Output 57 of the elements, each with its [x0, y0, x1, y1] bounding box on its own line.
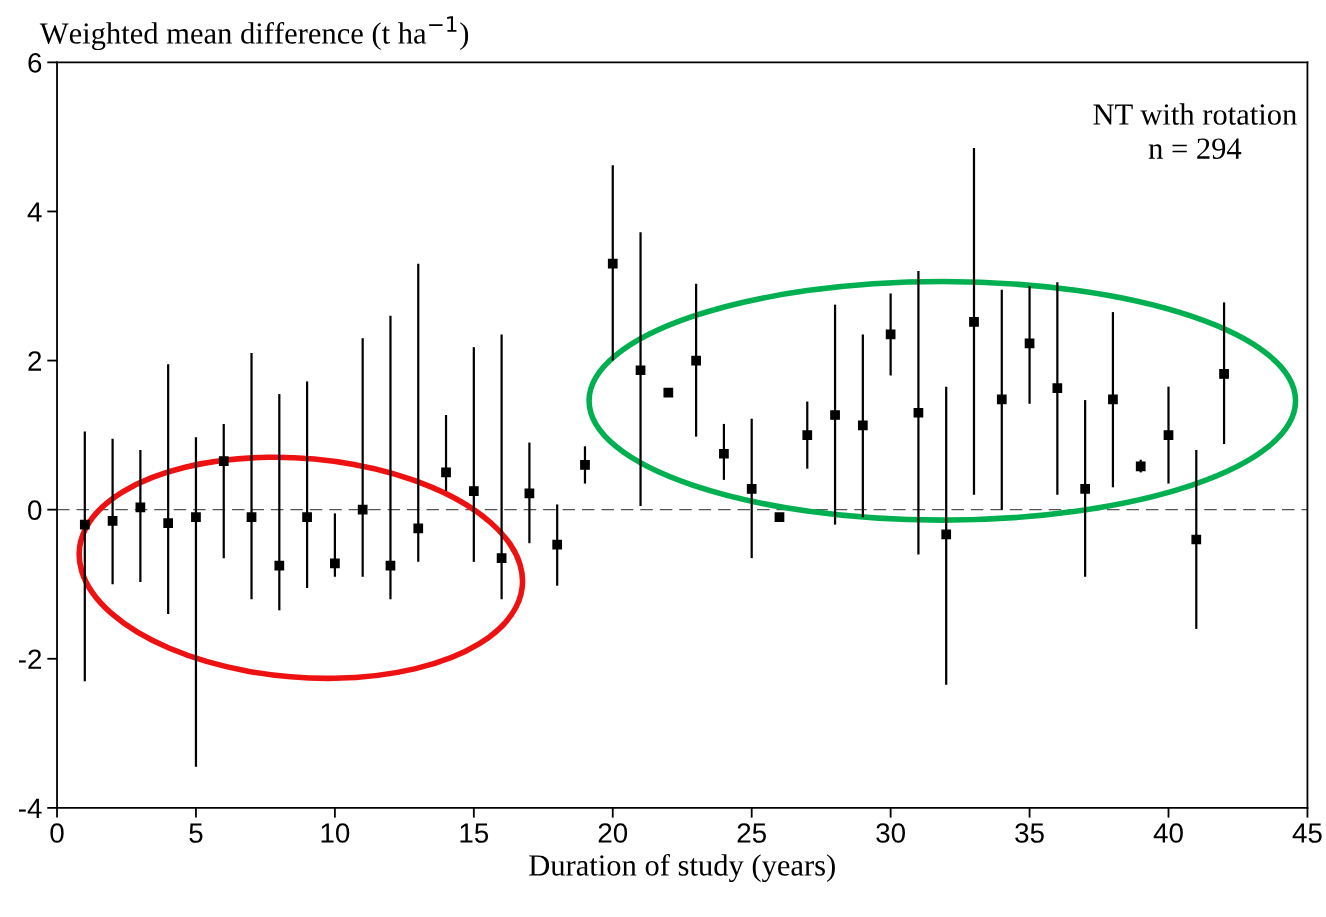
point	[746, 483, 757, 494]
x-axis-title: Duration of study (years)	[529, 853, 835, 883]
point	[191, 512, 201, 522]
point	[496, 553, 507, 563]
point	[719, 448, 729, 459]
point	[802, 430, 813, 440]
y-tick-label: 6	[28, 53, 42, 73]
x-tick-label: 25	[737, 823, 766, 843]
point	[524, 488, 535, 499]
point	[996, 394, 1007, 405]
point	[1135, 461, 1146, 472]
x-tick-label: 45	[1292, 823, 1322, 843]
point	[246, 512, 257, 522]
point	[330, 558, 340, 569]
y-tick-label: 4	[27, 202, 42, 222]
x-tick-label: 20	[598, 823, 628, 843]
x-tick-label: 0	[50, 823, 64, 843]
point	[79, 519, 90, 530]
point	[218, 456, 229, 467]
point	[441, 467, 451, 478]
point	[580, 460, 590, 470]
y-axis-title: Weighted mean difference (t ha$^{−1}$)	[39, 16, 469, 51]
point	[302, 512, 312, 522]
point	[663, 387, 674, 398]
point	[1108, 394, 1118, 405]
point	[691, 355, 701, 366]
point	[163, 518, 174, 528]
point	[774, 512, 785, 522]
point	[1219, 369, 1229, 379]
point	[1052, 383, 1063, 394]
point	[1080, 483, 1091, 494]
point	[413, 523, 424, 534]
point	[468, 486, 479, 496]
point	[607, 258, 618, 269]
y-tick-label: 0	[28, 500, 42, 521]
x-tick-label: 5	[189, 823, 203, 843]
x-tick-label: 15	[460, 823, 489, 843]
point	[107, 515, 118, 526]
x-tick-label: 10	[321, 823, 350, 843]
y-tick-label: -4	[18, 798, 42, 818]
x-tick-label: 30	[876, 823, 905, 843]
y-tick-label: -2	[18, 649, 42, 669]
x-tick-label: 40	[1153, 823, 1183, 843]
point	[913, 407, 924, 418]
point	[830, 410, 840, 420]
point	[357, 504, 368, 515]
y-tick-label: 2	[28, 351, 42, 371]
point	[1163, 430, 1174, 440]
point	[969, 316, 979, 327]
point	[635, 365, 646, 376]
point	[1191, 534, 1202, 545]
point	[941, 529, 952, 540]
annotation: NT with rotation n = 294	[1093, 103, 1297, 159]
point	[274, 560, 285, 571]
point	[552, 539, 563, 550]
point	[857, 420, 868, 431]
x-tick-label: 35	[1015, 823, 1044, 843]
